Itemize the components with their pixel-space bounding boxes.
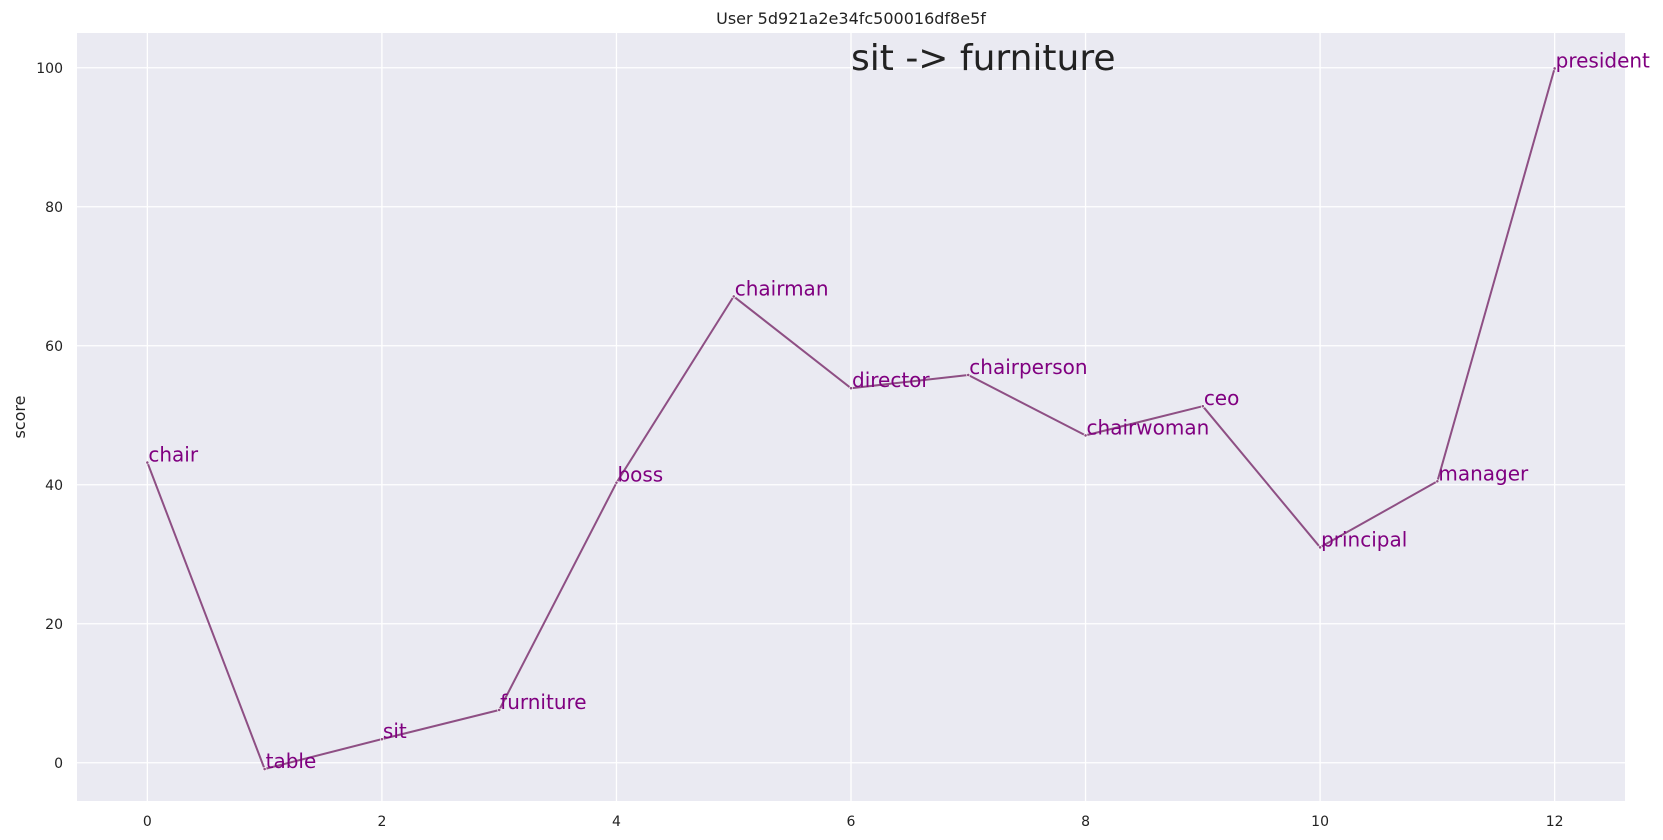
data-point bbox=[1200, 404, 1205, 409]
point-label: chairwoman bbox=[1087, 415, 1210, 439]
data-point bbox=[497, 708, 502, 712]
y-tick-label: 0 bbox=[54, 756, 63, 772]
data-point bbox=[1435, 479, 1440, 484]
point-label: principal bbox=[1321, 527, 1407, 551]
grid bbox=[77, 33, 1625, 801]
point-label: ceo bbox=[1204, 386, 1240, 410]
point-label: chair bbox=[148, 443, 198, 467]
x-tick-label: 4 bbox=[612, 814, 621, 830]
chart-title: User 5d921a2e34fc500016df8e5f bbox=[716, 9, 986, 28]
x-tick-label: 0 bbox=[143, 814, 152, 830]
point-label: chairperson bbox=[969, 355, 1087, 379]
point-label: president bbox=[1556, 48, 1650, 72]
y-tick-label: 100 bbox=[36, 61, 63, 77]
data-point bbox=[145, 460, 150, 465]
data-point bbox=[380, 737, 384, 742]
point-label: manager bbox=[1438, 461, 1529, 485]
data-point bbox=[614, 480, 619, 485]
y-tick-label: 60 bbox=[45, 339, 63, 355]
data-point bbox=[1083, 433, 1088, 438]
y-tick-label: 20 bbox=[45, 617, 63, 633]
y-tick-label: 40 bbox=[45, 478, 63, 494]
x-tick-label: 6 bbox=[847, 814, 856, 830]
x-tick-label: 10 bbox=[1311, 814, 1329, 830]
data-point bbox=[262, 767, 267, 771]
point-label: table bbox=[266, 749, 317, 773]
point-label: chairman bbox=[735, 276, 829, 300]
data-point bbox=[849, 386, 853, 391]
data-point bbox=[731, 294, 736, 299]
ticks-layer: 0 2 4 6 8 10 12 0 20 40 60 80 100 bbox=[36, 61, 1563, 830]
x-tick-label: 12 bbox=[1546, 814, 1564, 830]
y-tick-label: 80 bbox=[45, 200, 63, 216]
x-tick-label: 8 bbox=[1081, 814, 1090, 830]
point-label: boss bbox=[617, 463, 663, 487]
series-layer: chair table sit furniture boss chairman direct… bbox=[145, 48, 1650, 773]
data-point bbox=[1318, 545, 1322, 550]
data-point bbox=[1552, 66, 1557, 71]
chart-annotation: sit -> furniture bbox=[851, 38, 1115, 79]
data-point bbox=[966, 373, 971, 377]
x-tick-label: 2 bbox=[377, 814, 386, 830]
y-axis-title: score bbox=[10, 396, 29, 439]
point-label: director bbox=[852, 368, 930, 392]
point-label: furniture bbox=[500, 690, 586, 714]
point-label: sit bbox=[383, 719, 407, 743]
